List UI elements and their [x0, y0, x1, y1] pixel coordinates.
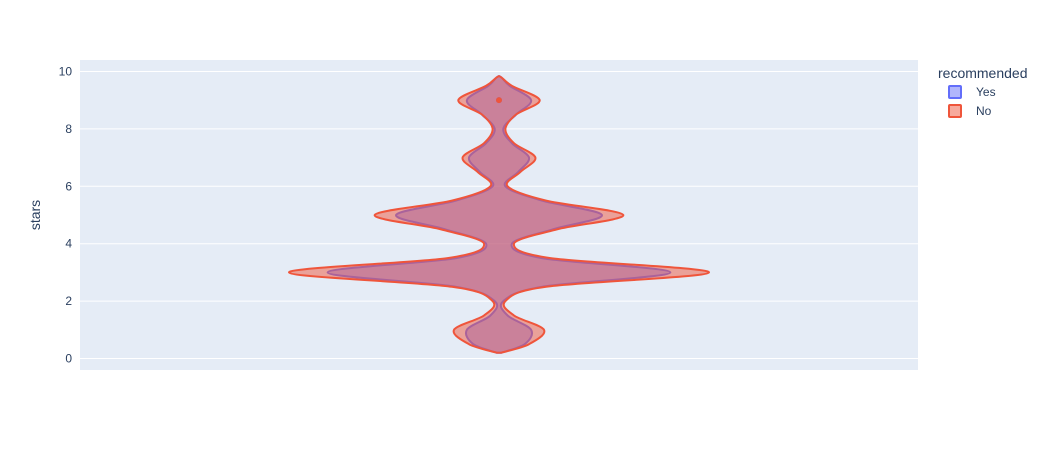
outlier-point[interactable] — [496, 97, 502, 104]
legend-label-yes[interactable]: Yes — [976, 85, 996, 99]
y-tick-label: 8 — [65, 122, 72, 136]
y-tick-label: 4 — [65, 237, 72, 251]
y-tick-label: 2 — [65, 294, 72, 308]
y-tick-labels: 0 2 4 6 8 10 — [59, 64, 73, 365]
legend-title: recommended — [938, 65, 1028, 81]
legend-label-no[interactable]: No — [976, 104, 992, 118]
violin-series — [287, 75, 711, 354]
y-tick-label: 10 — [59, 64, 73, 78]
y-axis-title: stars — [27, 200, 43, 230]
legend: recommended Yes No — [938, 65, 1028, 118]
legend-swatch-yes[interactable] — [948, 85, 962, 99]
y-tick-label: 6 — [65, 179, 72, 193]
legend-swatch-no[interactable] — [948, 104, 962, 118]
violin-no[interactable] — [287, 75, 711, 354]
y-tick-label: 0 — [65, 352, 72, 366]
